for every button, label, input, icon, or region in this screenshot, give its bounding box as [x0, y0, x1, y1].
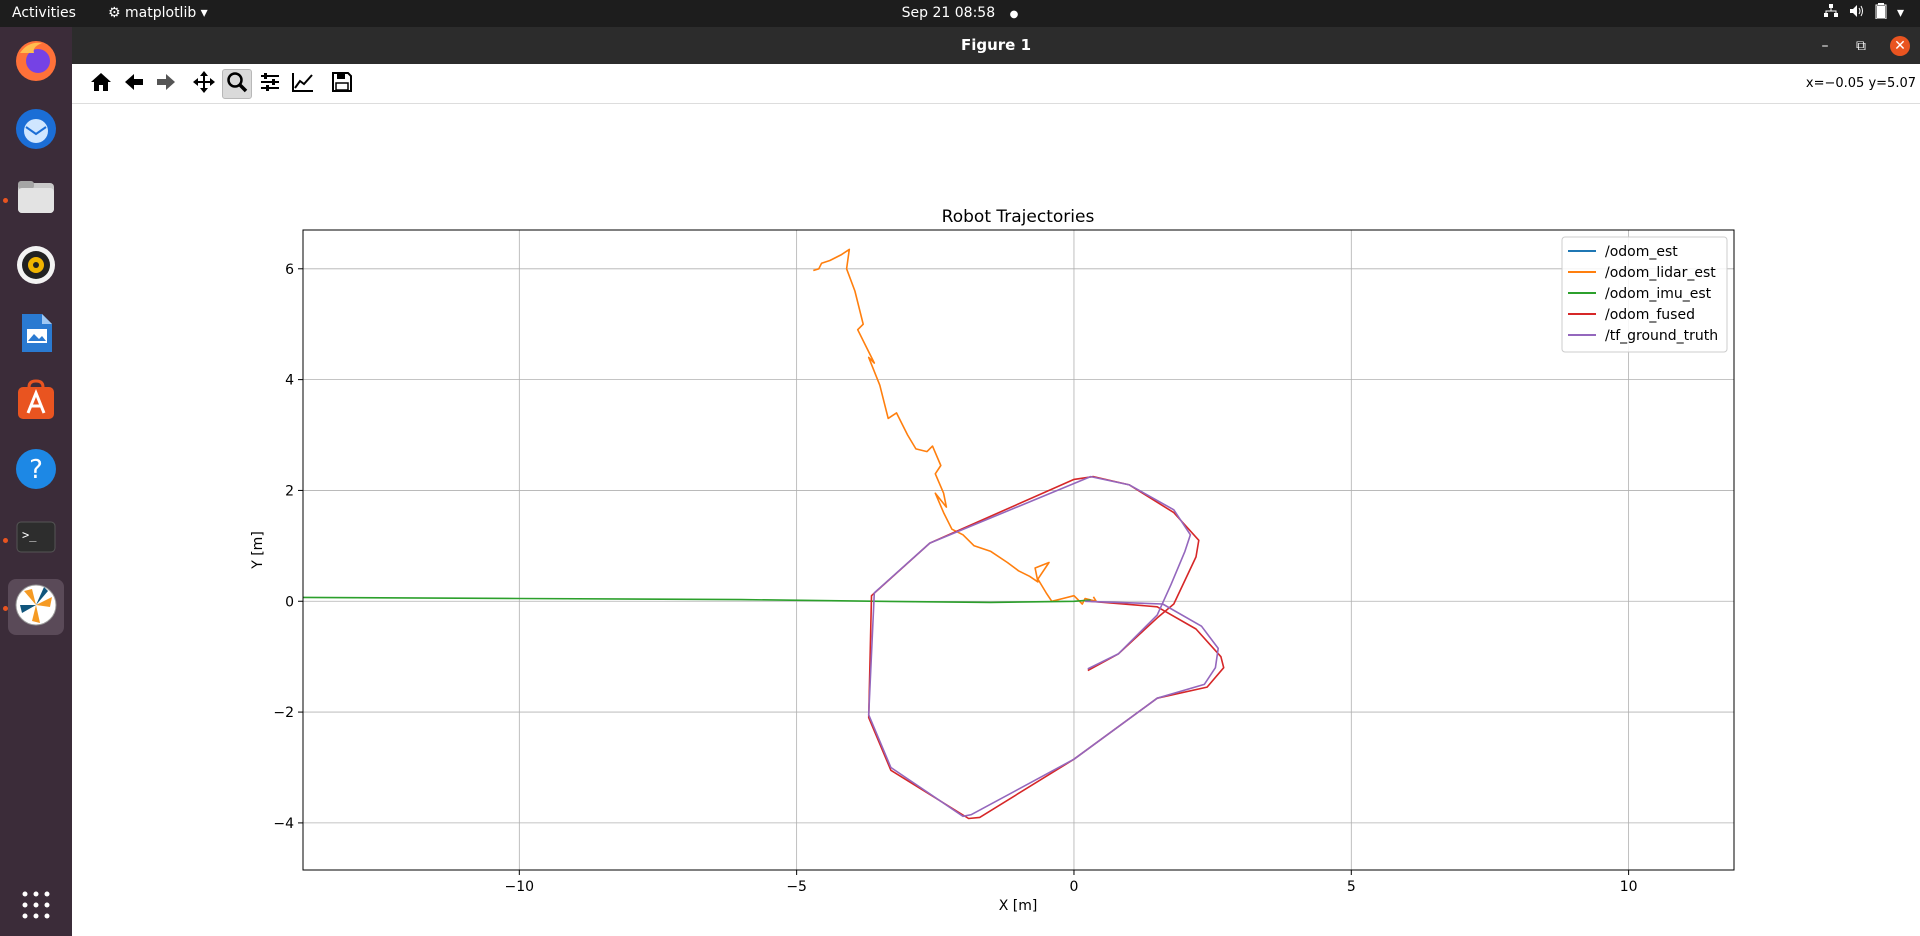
- running-indicator: [3, 538, 8, 543]
- files-icon: [14, 175, 58, 223]
- figure-canvas[interactable]: Robot Trajectories −10 −5 0 5 10 −4 −2 0 2 4 6 X […: [72, 104, 1920, 936]
- thunderbird-launcher[interactable]: [8, 103, 64, 159]
- close-button[interactable]: ✕: [1890, 36, 1910, 56]
- zoom-icon: [226, 71, 248, 97]
- series-line-odom-fused: [867, 475, 1225, 820]
- back-button[interactable]: [119, 69, 149, 99]
- dock: ? >_: [0, 27, 72, 936]
- pan-button[interactable]: [189, 69, 219, 99]
- x-tick-label: 0: [1070, 879, 1079, 895]
- x-tick-label: 5: [1347, 879, 1356, 895]
- series-line-tf-ground-truth: [867, 475, 1219, 818]
- matplotlib-launcher[interactable]: [8, 579, 64, 635]
- save-icon: [332, 72, 352, 96]
- axis-ticks: −10 −5 0 5 10 −4 −2 0 2 4 6: [273, 262, 1637, 895]
- y-tick-label: 2: [285, 483, 294, 499]
- x-axis-label: X [m]: [999, 898, 1038, 914]
- matplotlib-toolbar: x=−0.05 y=5.07: [72, 64, 1920, 104]
- x-tick-label: −10: [505, 879, 535, 895]
- volume-icon: [1849, 4, 1865, 22]
- forward-icon: [155, 71, 177, 97]
- app-menu[interactable]: ⚙ matplotlib ▾: [108, 5, 208, 21]
- running-indicator: [3, 198, 8, 203]
- legend-entry: /odom_est: [1605, 244, 1678, 260]
- legend: /odom_est/odom_lidar_est/odom_imu_est/od…: [1561, 236, 1728, 353]
- y-axis-label: Y [m]: [250, 531, 266, 570]
- show-applications-button[interactable]: [8, 879, 64, 935]
- home-button[interactable]: [86, 69, 116, 99]
- clock-area: Sep 21 08:58 ●: [0, 5, 1920, 21]
- writer-launcher[interactable]: [8, 307, 64, 363]
- close-icon: ✕: [1894, 38, 1906, 54]
- svg-text:?: ?: [29, 455, 43, 485]
- x-tick-label: 10: [1620, 879, 1638, 895]
- forward-button[interactable]: [151, 69, 181, 99]
- zoom-button[interactable]: [222, 69, 252, 99]
- minimize-button[interactable]: –: [1814, 35, 1836, 57]
- figure-window: Figure 1 – ⧉ ✕ x=−0.05 y=5.07: [72, 27, 1920, 936]
- maximize-button[interactable]: ⧉: [1850, 35, 1872, 57]
- edit-axis-icon: [291, 71, 315, 97]
- firefox-launcher[interactable]: [8, 35, 64, 91]
- minimize-icon: –: [1821, 38, 1829, 54]
- edit-axis-button[interactable]: [288, 69, 318, 99]
- chart-title: Robot Trajectories: [942, 207, 1095, 227]
- help-icon: ?: [14, 447, 58, 495]
- help-launcher[interactable]: ?: [8, 443, 64, 499]
- configure-subplots-icon: [259, 71, 281, 97]
- series-line-odom-lidar-est: [813, 248, 1097, 605]
- ubuntu-software-icon: [14, 379, 58, 427]
- firefox-icon: [14, 39, 58, 87]
- y-tick-label: 4: [285, 373, 294, 389]
- configure-subplots-button[interactable]: [255, 69, 285, 99]
- back-icon: [123, 71, 145, 97]
- series-layer: [302, 248, 1225, 820]
- window-title: Figure 1: [960, 36, 1032, 54]
- y-tick-label: −2: [273, 705, 294, 721]
- rhythmbox-icon: [14, 243, 58, 291]
- terminal-launcher[interactable]: >_: [8, 511, 64, 567]
- app-menu-label: matplotlib: [125, 5, 197, 21]
- files-launcher[interactable]: [8, 171, 64, 227]
- svg-text:>_: >_: [22, 528, 37, 542]
- legend-entry: /tf_ground_truth: [1605, 328, 1718, 344]
- grid: [303, 230, 1734, 870]
- clock[interactable]: Sep 21 08:58: [901, 5, 996, 21]
- save-button[interactable]: [327, 69, 357, 99]
- legend-entry: /odom_lidar_est: [1605, 265, 1716, 281]
- system-tray[interactable]: ▾: [1823, 3, 1904, 23]
- legend-entry: /odom_imu_est: [1605, 286, 1712, 302]
- legend-frame: [1561, 236, 1728, 353]
- pan-icon: [192, 70, 216, 98]
- home-icon: [90, 71, 112, 97]
- window-titlebar[interactable]: Figure 1 – ⧉ ✕: [72, 27, 1920, 64]
- chevron-down-icon: ▾: [1896, 5, 1904, 21]
- y-tick-label: 6: [285, 262, 294, 278]
- app-grid-icon: [21, 890, 51, 924]
- terminal-icon: >_: [14, 515, 58, 563]
- network-icon: [1823, 4, 1839, 22]
- plot-area-frame: [302, 229, 1735, 871]
- app-gear-icon: ⚙: [108, 5, 121, 21]
- legend-entry: /odom_fused: [1605, 307, 1695, 323]
- chevron-down-icon: ▾: [200, 5, 208, 21]
- series-line-odom-imu-est: [302, 596, 1091, 604]
- libreoffice-writer-icon: [14, 311, 58, 359]
- matplotlib-icon: [14, 583, 58, 631]
- battery-icon: [1875, 3, 1887, 23]
- thunderbird-icon: [14, 107, 58, 155]
- notification-dot-icon: ●: [1009, 9, 1019, 20]
- system-top-bar: Activities ⚙ matplotlib ▾ Sep 21 08:58 ●…: [0, 0, 1920, 27]
- rhythmbox-launcher[interactable]: [8, 239, 64, 295]
- y-tick-label: 0: [285, 594, 294, 610]
- x-tick-label: −5: [786, 879, 807, 895]
- running-indicator: [3, 606, 8, 611]
- restore-icon: ⧉: [1856, 38, 1866, 54]
- y-tick-label: −4: [273, 816, 294, 832]
- software-launcher[interactable]: [8, 375, 64, 431]
- cursor-coordinates: x=−0.05 y=5.07: [1805, 76, 1916, 91]
- activities-button[interactable]: Activities: [12, 5, 76, 21]
